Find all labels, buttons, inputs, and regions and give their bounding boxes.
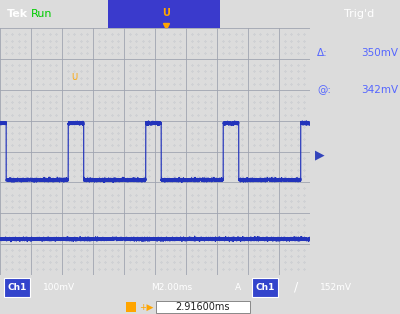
Text: Ch1: Ch1 xyxy=(256,283,275,292)
Bar xyxy=(108,0,220,28)
Text: ▶: ▶ xyxy=(314,149,324,162)
Text: Tek: Tek xyxy=(7,8,28,19)
Text: Δ:: Δ: xyxy=(317,48,328,58)
Text: Run: Run xyxy=(31,8,53,19)
Bar xyxy=(4,278,30,297)
Bar xyxy=(156,301,250,313)
Text: Ch1: Ch1 xyxy=(8,283,27,292)
Text: 2.91600ms: 2.91600ms xyxy=(176,302,230,312)
Text: 100mV: 100mV xyxy=(43,283,75,292)
Text: 152mV: 152mV xyxy=(320,283,352,292)
Text: U: U xyxy=(71,73,78,82)
Text: Trig'd: Trig'd xyxy=(344,8,374,19)
Text: +▶: +▶ xyxy=(139,302,154,311)
Bar xyxy=(252,278,278,297)
Text: 342mV: 342mV xyxy=(361,85,398,95)
Text: U: U xyxy=(162,8,170,18)
Bar xyxy=(126,302,136,312)
Text: @:: @: xyxy=(317,85,331,95)
Text: 350mV: 350mV xyxy=(361,48,398,58)
Text: /: / xyxy=(294,281,298,294)
Text: M2.00ms: M2.00ms xyxy=(152,283,192,292)
Text: A: A xyxy=(235,283,241,292)
